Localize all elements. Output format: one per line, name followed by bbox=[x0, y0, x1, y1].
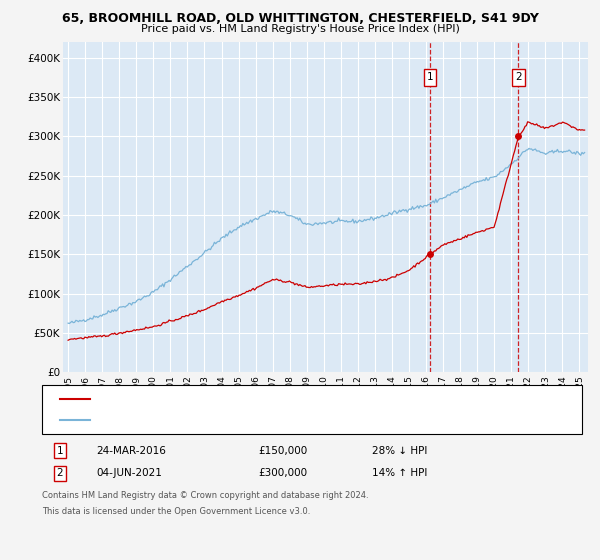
Text: HPI: Average price, detached house, Chesterfield: HPI: Average price, detached house, Ches… bbox=[96, 416, 319, 424]
Text: £150,000: £150,000 bbox=[258, 446, 307, 456]
Text: 65, BROOMHILL ROAD, OLD WHITTINGTON, CHESTERFIELD, S41 9DY: 65, BROOMHILL ROAD, OLD WHITTINGTON, CHE… bbox=[62, 12, 538, 25]
Text: 04-JUN-2021: 04-JUN-2021 bbox=[96, 468, 162, 478]
Text: £300,000: £300,000 bbox=[258, 468, 307, 478]
Text: 2: 2 bbox=[56, 468, 64, 478]
Text: 14% ↑ HPI: 14% ↑ HPI bbox=[372, 468, 427, 478]
Text: This data is licensed under the Open Government Licence v3.0.: This data is licensed under the Open Gov… bbox=[42, 507, 310, 516]
Text: 65, BROOMHILL ROAD, OLD WHITTINGTON, CHESTERFIELD, S41 9DY (detached house): 65, BROOMHILL ROAD, OLD WHITTINGTON, CHE… bbox=[96, 394, 485, 403]
Text: Contains HM Land Registry data © Crown copyright and database right 2024.: Contains HM Land Registry data © Crown c… bbox=[42, 491, 368, 500]
Text: Price paid vs. HM Land Registry's House Price Index (HPI): Price paid vs. HM Land Registry's House … bbox=[140, 24, 460, 34]
Text: 24-MAR-2016: 24-MAR-2016 bbox=[96, 446, 166, 456]
Text: 2: 2 bbox=[515, 72, 522, 82]
Text: 1: 1 bbox=[427, 72, 433, 82]
Text: 1: 1 bbox=[56, 446, 64, 456]
Text: 28% ↓ HPI: 28% ↓ HPI bbox=[372, 446, 427, 456]
